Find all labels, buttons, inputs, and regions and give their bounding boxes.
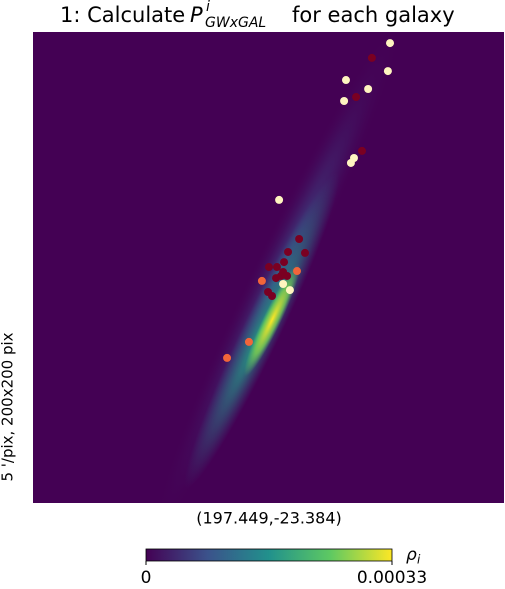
galaxy-point: [285, 286, 294, 295]
title-subscript: GWxGAL: [205, 15, 266, 31]
density-map: [33, 32, 504, 503]
colorbar-label-subscript: i: [417, 553, 421, 567]
colorbar-tick-label: 0: [141, 568, 152, 588]
title-symbol: P: [190, 3, 203, 27]
center-label: (197.449,-23.384): [196, 509, 342, 528]
galaxy-point: [346, 158, 355, 167]
galaxy-point: [279, 267, 288, 276]
galaxy-point: [272, 274, 281, 283]
galaxy-point: [295, 235, 304, 244]
title-prefix: 1: Calculate: [60, 3, 185, 27]
galaxy-point: [352, 92, 361, 101]
galaxy-point: [284, 247, 293, 256]
galaxies: [223, 39, 395, 362]
galaxy-point: [264, 263, 273, 272]
title-superscript: i: [206, 0, 210, 15]
galaxy-point: [279, 279, 288, 288]
galaxy-point: [268, 291, 277, 300]
galaxy-point: [292, 267, 301, 276]
galaxy-point: [301, 248, 310, 257]
galaxy-point: [357, 146, 366, 155]
galaxy-point: [364, 84, 373, 93]
galaxy-point: [383, 67, 392, 76]
galaxy-point: [275, 195, 284, 204]
galaxy-point: [223, 353, 232, 362]
colorbar: [145, 548, 393, 562]
galaxy-point: [257, 276, 266, 285]
galaxy-point: [244, 337, 253, 346]
density-peak: [244, 263, 300, 377]
galaxy-point: [272, 263, 281, 272]
resolution-label: 5 '/pix, 200x200 pix: [0, 332, 17, 481]
colorbar-tick-label: 0.00033: [357, 568, 427, 588]
galaxy-point: [341, 76, 350, 85]
title-suffix: for each galaxy: [292, 3, 455, 27]
galaxy-point: [340, 97, 349, 106]
galaxy-point: [280, 258, 289, 267]
galaxy-point: [367, 53, 376, 62]
colorbar-label: ρ: [406, 545, 417, 565]
galaxy-point: [386, 39, 395, 48]
